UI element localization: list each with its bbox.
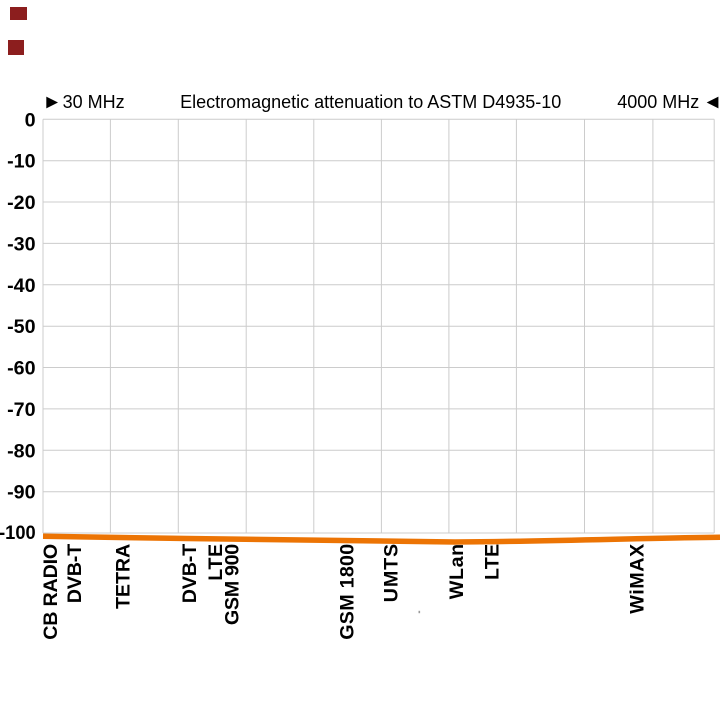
svg-text:-40: -40: [7, 275, 36, 297]
svg-text:UMTS: UMTS: [380, 544, 402, 602]
svg-text:-100: -100: [0, 522, 36, 544]
svg-text:TETRA: TETRA: [113, 544, 135, 609]
svg-text:-80: -80: [7, 440, 36, 462]
svg-text:-30: -30: [7, 233, 36, 255]
svg-text:WiMAX: WiMAX: [627, 544, 649, 614]
svg-text:-90: -90: [7, 482, 36, 504]
svg-text:CB RADIO: CB RADIO: [40, 544, 62, 640]
svg-text:Electromagnetic attenuation to: Electromagnetic attenuation to ASTM D493…: [180, 92, 561, 112]
svg-text:LTE: LTE: [205, 544, 227, 581]
svg-text:4000 MHz: 4000 MHz: [617, 92, 699, 112]
svg-text:GSM 1800: GSM 1800: [336, 544, 358, 640]
svg-text:-50: -50: [7, 316, 36, 338]
svg-text:DVB-T: DVB-T: [64, 544, 86, 604]
svg-text:WLan: WLan: [446, 544, 468, 599]
svg-text:-20: -20: [7, 192, 36, 214]
svg-text:DVB-T: DVB-T: [179, 544, 201, 604]
svg-text:0: 0: [25, 109, 36, 131]
svg-text:30 MHz: 30 MHz: [63, 92, 125, 112]
svg-text:GSM 900: GSM 900: [221, 544, 243, 625]
svg-text:LTE: LTE: [482, 544, 504, 580]
svg-text:-10: -10: [7, 151, 36, 173]
svg-text:-60: -60: [7, 358, 36, 380]
svg-text:-70: -70: [7, 399, 36, 421]
